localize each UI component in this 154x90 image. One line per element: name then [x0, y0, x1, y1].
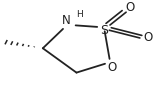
Text: O: O — [125, 1, 135, 14]
Text: S: S — [100, 24, 108, 37]
Text: H: H — [76, 10, 83, 19]
Text: O: O — [144, 31, 153, 44]
Text: N: N — [61, 14, 70, 27]
Text: O: O — [107, 61, 116, 74]
